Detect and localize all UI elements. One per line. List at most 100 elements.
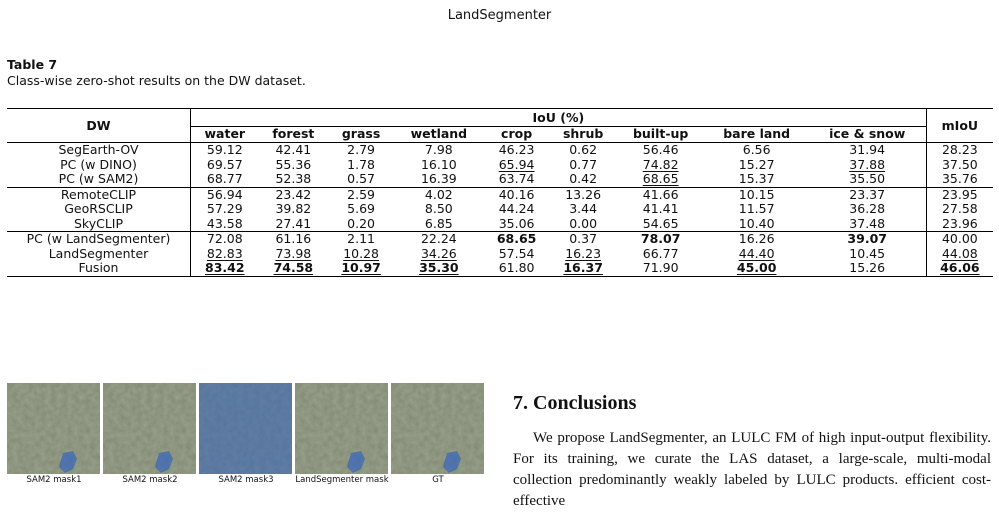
col-header: built-up — [616, 126, 705, 143]
method-name: SkyCLIP — [7, 216, 191, 232]
method-name: LandSegmenter — [48, 245, 149, 261]
method-name: PC (w DINO) — [60, 156, 137, 172]
col-header: wetland — [394, 126, 484, 143]
col-header: forest — [258, 126, 329, 143]
aerial-image — [295, 383, 388, 474]
section-heading: 7. Conclusions — [513, 392, 637, 414]
iou-cell: 63.74 — [483, 171, 550, 188]
iou-cell: 41.66 — [642, 186, 679, 202]
iou-cell: 69.57 — [189, 157, 259, 172]
iou-cell: 13.26 — [565, 186, 602, 202]
row-header: DW — [7, 108, 191, 143]
iou-cell: 16.26 — [738, 231, 775, 246]
mask-comparison-figure: SAM2 mask1 SAM2 mask2 SAM2 mask3 LandSegmen… — [7, 383, 485, 485]
miou-cell: 37.50 — [925, 157, 993, 172]
aerial-image — [391, 383, 484, 474]
iou-cell: 35.06 — [483, 216, 550, 232]
iou-cell: 2.79 — [347, 142, 375, 157]
iou-cell: 66.77 — [642, 245, 679, 261]
table-row: Fusion 83.42 74.58 10.97 35.30 61.80 16.37 71.9… — [7, 260, 993, 277]
table-row: SkyCLIP 43.58 27.41 0.20 6.85 35.06 0.00 54.65 1… — [7, 216, 993, 232]
mask-overlay — [347, 451, 365, 473]
panel-caption: SAM2 mask2 — [122, 475, 178, 485]
table-caption: Class-wise zero-shot results on the DW d… — [7, 73, 306, 88]
iou-cell: 52.38 — [258, 171, 329, 188]
iou-cell: 0.20 — [328, 216, 395, 232]
iou-cell: 0.00 — [549, 216, 617, 232]
method-name: Fusion — [7, 260, 191, 277]
col-header: ice & snow — [808, 126, 927, 143]
iou-cell: 1.78 — [347, 156, 375, 172]
col-header: grass — [328, 126, 395, 143]
aerial-image — [103, 383, 196, 474]
figure-panel — [7, 383, 100, 474]
iou-cell: 0.42 — [549, 171, 617, 188]
col-header: water — [189, 126, 259, 143]
iou-cell: 6.85 — [394, 216, 484, 232]
iou-cell: 61.80 — [483, 260, 550, 277]
table-body: SegEarth-OV 59.12 42.41 2.79 7.98 46.23 0.62 56… — [7, 142, 993, 277]
figure-panel — [199, 383, 292, 474]
iou-cell: 71.90 — [616, 260, 705, 277]
mask-overlay — [59, 451, 77, 473]
iou-cell: 0.37 — [569, 231, 598, 246]
iou-cell: 10.45 — [849, 245, 886, 261]
iou-cell: 74.82 — [642, 156, 679, 172]
iou-cell: 16.39 — [394, 171, 484, 188]
iou-cell: 37.48 — [808, 216, 927, 232]
iou-cell: 59.12 — [189, 142, 259, 158]
iou-cell: 35.50 — [808, 171, 927, 188]
iou-cell: 2.59 — [347, 186, 375, 202]
running-header: LandSegmenter — [447, 8, 552, 23]
mask-overlay — [155, 451, 173, 473]
method-name: RemoteCLIP — [60, 186, 137, 202]
iou-cell: 56.46 — [642, 142, 679, 157]
col-header: crop — [483, 126, 550, 143]
iou-cell: 37.88 — [849, 156, 886, 172]
iou-cell: 43.58 — [189, 216, 259, 232]
iou-cell: 10.97 — [328, 260, 395, 277]
miou-cell: 35.76 — [925, 171, 993, 188]
iou-cell: 39.07 — [847, 231, 887, 246]
iou-cell: 10.40 — [704, 216, 809, 232]
figure-panel — [295, 383, 388, 474]
miou-cell: 27.58 — [925, 201, 993, 217]
iou-cell: 11.57 — [738, 201, 775, 216]
miou-cell: 28.23 — [925, 142, 993, 158]
mask-overlay — [199, 383, 292, 474]
aerial-image — [199, 383, 292, 474]
panel-caption: SAM2 mask3 — [218, 475, 274, 485]
iou-cell: 57.54 — [498, 245, 535, 261]
table-row: RemoteCLIP 56.94 23.42 2.59 4.02 40.16 13.26 41… — [7, 187, 993, 202]
iou-cell: 56.94 — [189, 187, 259, 202]
image-texture — [295, 383, 388, 474]
iou-cell: 10.28 — [343, 245, 379, 261]
iou-cell: 7.98 — [424, 142, 453, 157]
table-row: SegEarth-OV 59.12 42.41 2.79 7.98 46.23 0.62 56… — [7, 142, 993, 158]
miou-cell: 44.08 — [925, 246, 993, 261]
image-texture — [391, 383, 484, 474]
iou-cell: 23.42 — [275, 186, 312, 202]
iou-cell: 10.15 — [738, 186, 775, 202]
iou-cell: 44.24 — [498, 201, 535, 216]
iou-cell: 74.58 — [258, 260, 329, 277]
table-row: GeoRSCLIP 57.29 39.82 5.69 8.50 44.24 3.44 41.4… — [7, 201, 993, 217]
figure-panel — [103, 383, 196, 474]
image-texture — [7, 383, 100, 474]
panel-caption: LandSegmenter mask — [295, 475, 389, 485]
iou-cell: 16.23 — [565, 245, 602, 261]
iou-cell: 16.37 — [549, 260, 617, 277]
iou-cell: 15.27 — [738, 156, 775, 172]
iou-cell: 68.77 — [189, 171, 259, 188]
iou-cell: 46.23 — [498, 142, 535, 157]
iou-cell: 16.10 — [420, 156, 457, 172]
iou-cell: 42.41 — [275, 142, 312, 157]
panel-caption: SAM2 mask1 — [26, 475, 82, 485]
iou-cell: 22.24 — [420, 231, 457, 246]
table-row: LandSegmenter 82.83 73.98 10.28 34.26 57.54 16… — [7, 245, 993, 261]
iou-cell: 83.42 — [189, 260, 259, 277]
iou-cell: 6.56 — [742, 142, 771, 157]
panel-caption: GT — [432, 475, 444, 485]
method-name: SegEarth-OV — [58, 142, 139, 157]
table-row: PC (w SAM2) 68.77 52.38 0.57 16.39 63.74 0.42 6… — [7, 171, 993, 188]
